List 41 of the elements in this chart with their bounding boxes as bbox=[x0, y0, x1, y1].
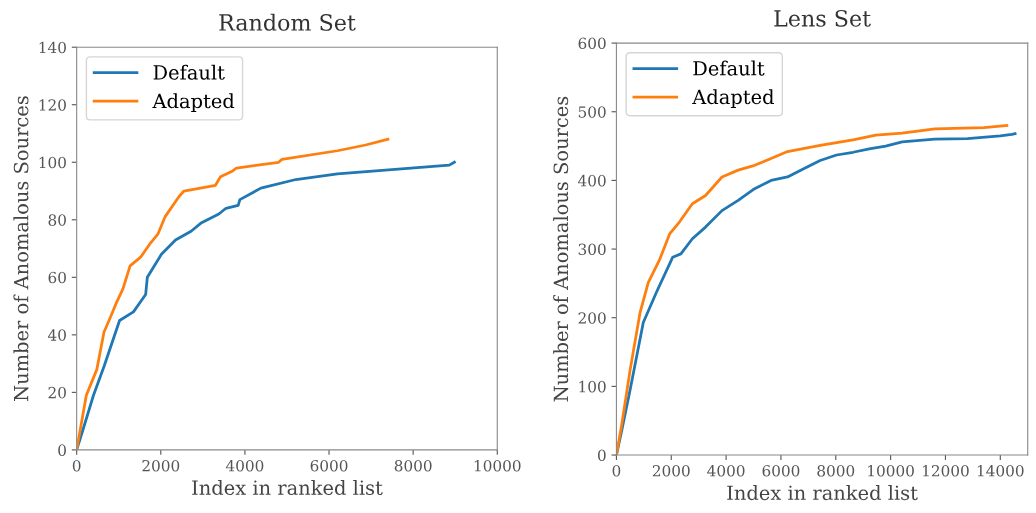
chart-title: Lens Set bbox=[774, 9, 871, 27]
x-tick-label: 8000 bbox=[394, 459, 432, 472]
y-tick-label: 300 bbox=[578, 243, 606, 256]
x-tick-label: 10000 bbox=[868, 465, 914, 477]
y-axis-title: Number of Anomalous Sources bbox=[13, 96, 29, 401]
line-series bbox=[76, 160, 456, 450]
line-series bbox=[76, 137, 390, 450]
y-tick-label: 200 bbox=[578, 312, 606, 324]
y-tick-label: 100 bbox=[39, 156, 66, 169]
y-tick-label: 600 bbox=[578, 37, 606, 50]
y-axis-title: Number of Anomalous Sources bbox=[553, 96, 569, 402]
x-axis-title: Index in ranked list bbox=[727, 485, 918, 501]
chart-title: Random Set bbox=[219, 13, 356, 31]
x-tick-label: 0 bbox=[72, 459, 81, 472]
y-tick-label: 140 bbox=[39, 41, 66, 54]
y-tick-label: 60 bbox=[48, 271, 66, 284]
x-tick-label: 6000 bbox=[762, 465, 800, 477]
legend-label: Adapted bbox=[152, 93, 235, 113]
legend-label: Default bbox=[153, 64, 225, 80]
y-tick-label: 20 bbox=[48, 386, 66, 399]
x-tick-label: 10000 bbox=[474, 459, 521, 472]
x-tick-label: 0 bbox=[612, 465, 621, 477]
legend-label: Default bbox=[693, 60, 765, 76]
x-tick-label: 4000 bbox=[707, 465, 745, 477]
x-tick-label: 14000 bbox=[977, 465, 1024, 477]
x-tick-label: 2000 bbox=[142, 459, 180, 472]
y-tick-label: 80 bbox=[48, 214, 66, 226]
x-tick-label: 8000 bbox=[817, 465, 855, 477]
x-tick-label: 2000 bbox=[652, 465, 690, 477]
x-axis-title: Index in ranked list bbox=[192, 479, 383, 496]
y-tick-label: 40 bbox=[47, 329, 66, 341]
legend-label: Adapted bbox=[692, 89, 774, 108]
x-tick-label: 4000 bbox=[225, 459, 264, 472]
y-tick-label: 120 bbox=[39, 99, 66, 111]
x-tick-label: 12000 bbox=[923, 465, 969, 477]
x-tick-label: 6000 bbox=[310, 459, 348, 472]
y-tick-label: 0 bbox=[597, 449, 606, 462]
y-tick-label: 0 bbox=[58, 444, 66, 456]
y-tick-label: 100 bbox=[579, 380, 606, 393]
y-tick-label: 400 bbox=[578, 174, 606, 187]
y-tick-label: 500 bbox=[578, 106, 606, 118]
